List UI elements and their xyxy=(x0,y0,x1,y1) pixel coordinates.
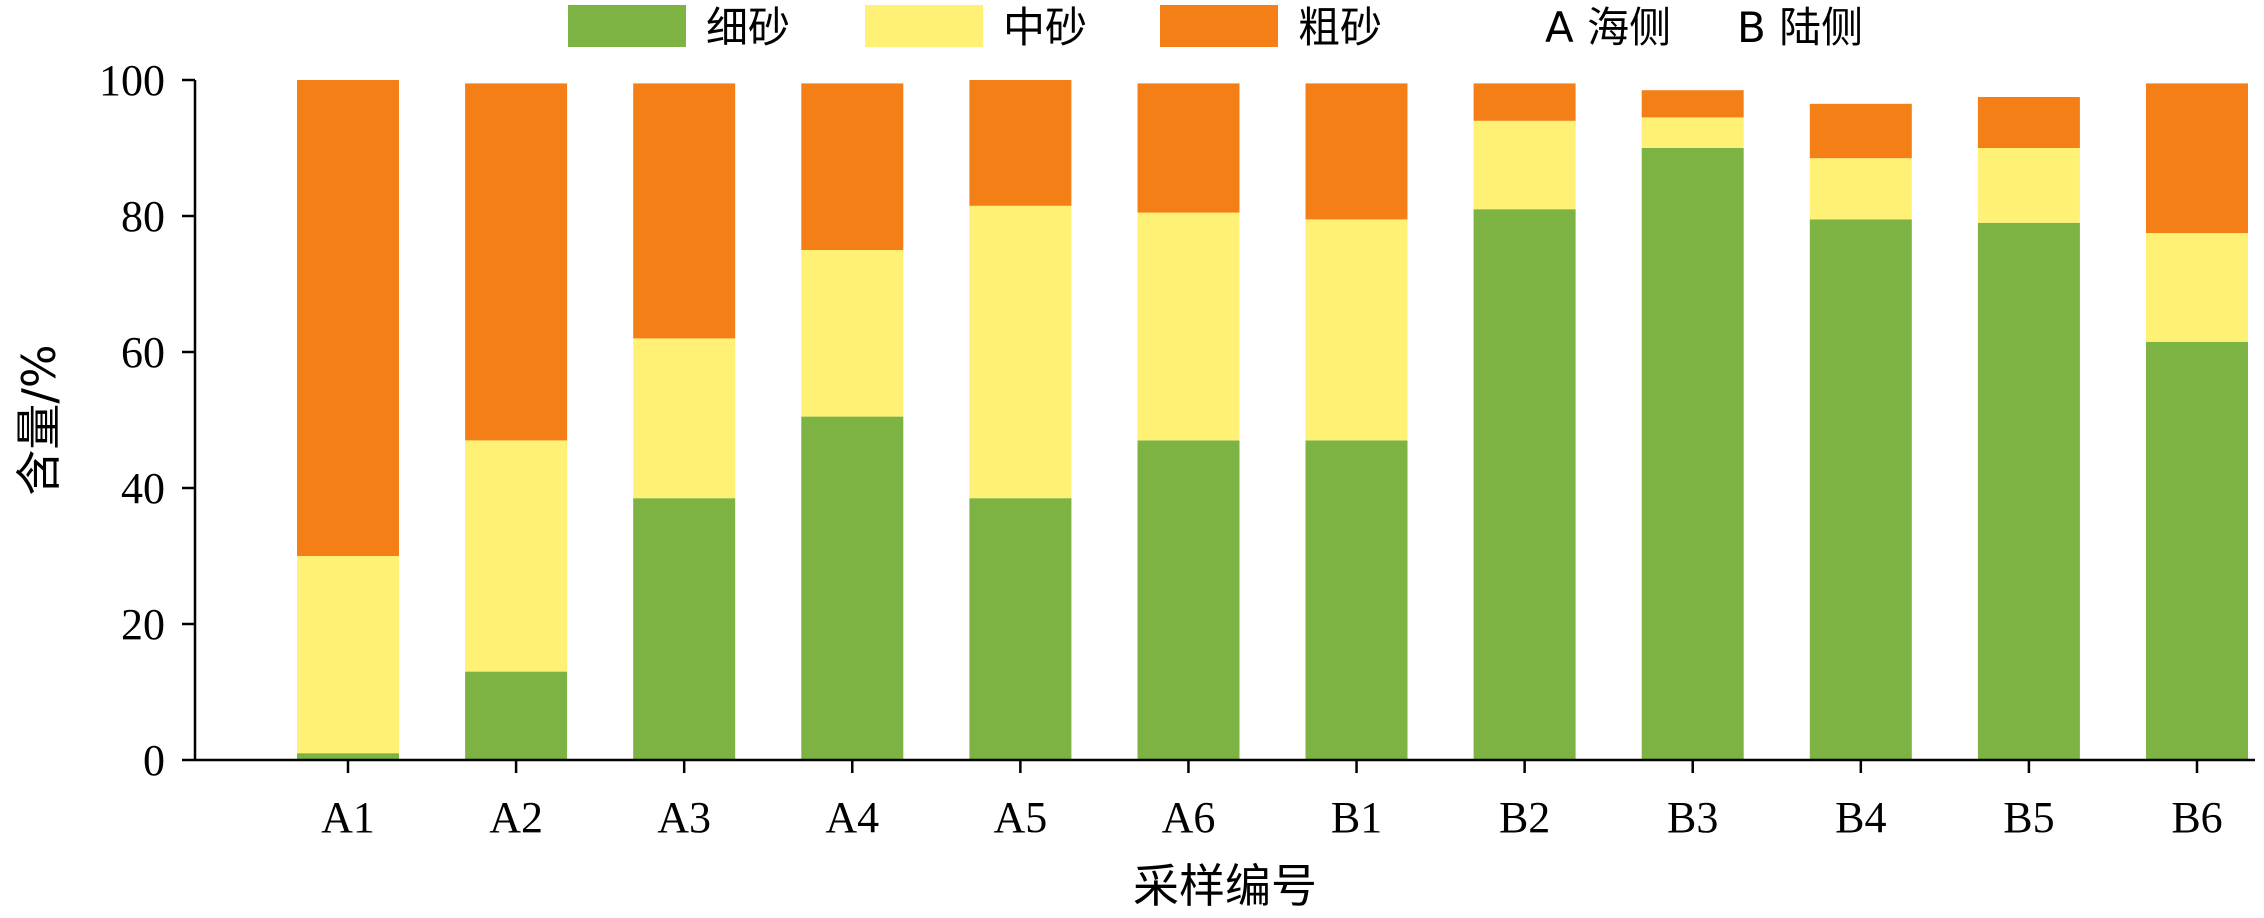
x-tick-label: B4 xyxy=(1835,793,1886,842)
bar-B4-series-0 xyxy=(1809,219,1912,760)
x-tick-label: A4 xyxy=(825,793,879,842)
x-tick-label: A2 xyxy=(489,793,543,842)
x-ticks: A1 A2 A3 A4 A5 A6 B1 B2 B3 B4 B5 B6 xyxy=(321,760,2223,842)
bar-B5-series-2 xyxy=(1977,97,2080,148)
x-tick-label: B1 xyxy=(1331,793,1382,842)
bar-B5-series-0 xyxy=(1977,222,2080,761)
bar-B4-series-1 xyxy=(1809,158,1912,220)
bar-A6-series-2 xyxy=(1137,83,1240,213)
x-tick-label: B6 xyxy=(2171,793,2222,842)
bar-A4-series-1 xyxy=(801,250,904,417)
x-tick-label: A6 xyxy=(1162,793,1216,842)
y-tick-label: 20 xyxy=(121,600,165,649)
legend-label-2: 粗砂 xyxy=(1298,3,1382,52)
bar-B2-series-0 xyxy=(1473,209,1576,760)
x-tick-label: A3 xyxy=(657,793,711,842)
bar-A5-series-1 xyxy=(969,205,1072,499)
bar-B1-series-1 xyxy=(1305,219,1408,441)
bar-A3-series-1 xyxy=(633,338,736,499)
bar-B4-series-2 xyxy=(1809,103,1912,159)
bar-B3-series-0 xyxy=(1641,148,1744,760)
y-tick-label: 100 xyxy=(99,56,165,105)
bar-A3-series-2 xyxy=(633,83,736,339)
bar-A5-series-0 xyxy=(969,498,1072,760)
bar-A1-series-0 xyxy=(297,753,399,760)
bar-B1-series-2 xyxy=(1305,83,1408,220)
y-tick-label: 40 xyxy=(121,464,165,513)
x-tick-label: B3 xyxy=(1667,793,1718,842)
y-ticks: 0 20 40 60 80 100 xyxy=(99,56,195,785)
bar-B2-series-1 xyxy=(1473,120,1576,210)
bar-A3-series-0 xyxy=(633,498,736,760)
x-tick-label: B5 xyxy=(2003,793,2054,842)
axes xyxy=(193,80,2255,762)
bar-A6-series-0 xyxy=(1137,440,1240,760)
bar-A1-series-1 xyxy=(297,556,399,754)
bar-B3-series-2 xyxy=(1641,90,1744,118)
legend: 细砂 中砂 粗砂 A 海侧 B 陆侧 xyxy=(568,3,1863,52)
y-tick-label: 0 xyxy=(143,736,165,785)
y-tick-label: 80 xyxy=(121,192,165,241)
x-tick-label: A5 xyxy=(993,793,1047,842)
bar-A1-series-2 xyxy=(297,80,399,556)
bar-B6-series-2 xyxy=(2146,83,2248,234)
bar-B6-series-1 xyxy=(2146,233,2248,342)
bar-B6-series-0 xyxy=(2146,341,2248,760)
bar-B1-series-0 xyxy=(1305,440,1408,760)
bar-B2-series-2 xyxy=(1473,83,1576,121)
x-tick-label: B2 xyxy=(1499,793,1550,842)
y-tick-label: 60 xyxy=(121,328,165,377)
bar-A4-series-0 xyxy=(801,416,904,760)
bars-group xyxy=(297,80,2248,761)
bar-B3-series-1 xyxy=(1641,117,1744,148)
y-axis-title: 含量/% xyxy=(12,344,66,495)
legend-note-b: B 陆侧 xyxy=(1737,3,1863,52)
legend-swatch-1 xyxy=(865,5,983,47)
x-tick-label: A1 xyxy=(321,793,375,842)
bar-A6-series-1 xyxy=(1137,212,1240,441)
legend-note-a: A 海侧 xyxy=(1545,3,1671,52)
bar-B5-series-1 xyxy=(1977,148,2080,223)
legend-label-1: 中砂 xyxy=(1003,3,1087,52)
bar-A2-series-1 xyxy=(465,440,568,672)
legend-swatch-2 xyxy=(1160,5,1278,47)
x-axis-title: 采样编号 xyxy=(1133,859,1317,913)
legend-label-0: 细砂 xyxy=(706,3,790,52)
bar-A5-series-2 xyxy=(969,80,1072,206)
bar-A2-series-0 xyxy=(465,671,568,760)
legend-swatch-0 xyxy=(568,5,686,47)
bar-A2-series-2 xyxy=(465,83,568,441)
bar-A4-series-2 xyxy=(801,83,904,251)
